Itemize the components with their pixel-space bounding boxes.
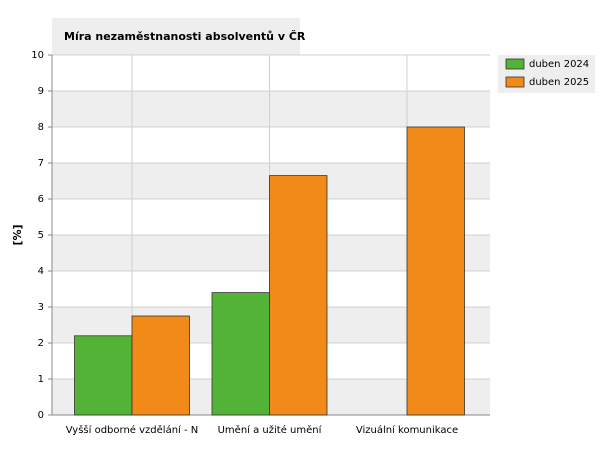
x-tick-label: Umění a užité umění [218,424,323,436]
bar [74,335,133,416]
x-tick-label: Vyšší odborné vzdělání - N [66,424,199,436]
bar [269,175,328,416]
y-tick-label: 5 [38,230,44,241]
y-tick-label: 3 [38,302,44,313]
y-tick-label: 7 [38,158,44,169]
bar [211,292,270,416]
y-tick-label: 6 [38,194,44,205]
title-box [52,18,300,55]
chart-title: Míra nezaměstnanosti absolventů v ČR [64,30,306,43]
y-tick-label: 1 [38,374,44,385]
y-tick-label: 9 [38,86,44,97]
y-axis-label: [%] [11,224,24,245]
y-tick-label: 4 [38,266,44,277]
y-tick-label: 2 [38,338,44,349]
y-tick-label: 8 [38,122,44,133]
y-tick-label: 10 [31,50,44,61]
bar [406,126,465,416]
legend-swatch [505,58,525,70]
grid-band [52,91,490,127]
y-tick-label: 0 [38,410,44,421]
legend-label: duben 2025 [529,77,589,88]
legend-swatch [505,76,525,88]
bar [131,315,190,416]
x-tick-label: Vizuální komunikace [356,424,458,436]
legend-label: duben 2024 [529,59,589,70]
